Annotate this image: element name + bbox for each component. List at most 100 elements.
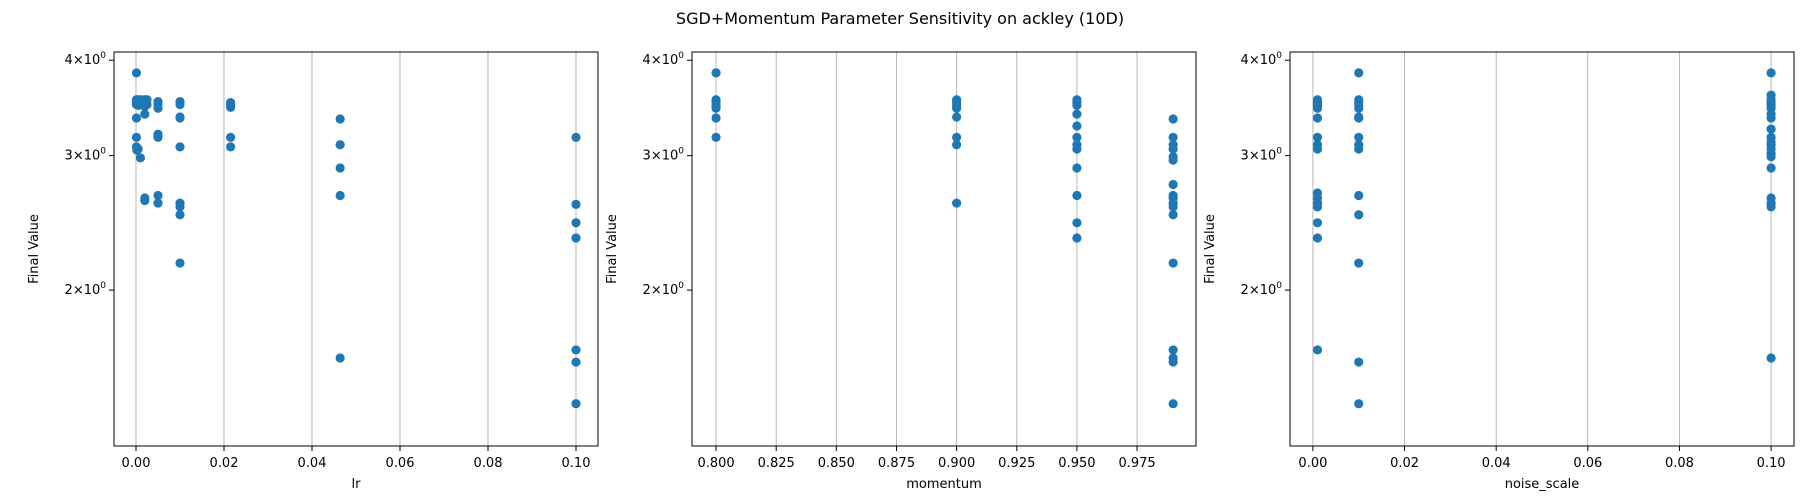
data-point xyxy=(335,353,345,363)
data-point xyxy=(1168,357,1178,367)
data-point xyxy=(335,140,345,150)
data-point xyxy=(142,99,152,110)
data-point xyxy=(335,163,345,173)
data-point xyxy=(335,114,345,124)
subplot-3: 0.00 0.02 0.04 0.06 0.08 0.10 2×100 3×100 4×100 n… xyxy=(1203,51,1795,492)
data-point xyxy=(1168,210,1178,220)
data-point xyxy=(1168,132,1178,142)
data-point xyxy=(571,218,581,228)
x-tick-label: 0.950 xyxy=(1058,456,1095,471)
data-point xyxy=(952,103,962,113)
data-point xyxy=(1168,155,1178,165)
data-point xyxy=(952,198,962,208)
x-tick-label: 0.900 xyxy=(938,456,975,471)
data-point xyxy=(1766,124,1776,134)
data-point xyxy=(1072,190,1082,201)
data-point xyxy=(131,132,142,142)
data-point xyxy=(1072,121,1082,131)
x-tick-label: 0.04 xyxy=(1482,456,1511,471)
data-point xyxy=(571,233,581,243)
axes-frame xyxy=(691,51,1197,447)
data-point xyxy=(226,132,236,142)
data-point xyxy=(1766,202,1776,212)
x-tick-label: 0.925 xyxy=(998,456,1035,471)
subplot-grid: 0.00 0.02 0.04 0.06 0.08 0.10 2×100 3×100 4×100 l… xyxy=(27,51,1795,492)
data-point xyxy=(1354,210,1364,220)
x-axis-label: noise_scale xyxy=(1505,477,1580,492)
data-point xyxy=(571,345,581,355)
data-point xyxy=(1072,218,1082,228)
data-point xyxy=(711,68,721,78)
data-point xyxy=(1354,68,1364,78)
axes-frame xyxy=(1289,51,1795,447)
y-tick-label: 4×100 xyxy=(643,51,685,68)
figure-title: SGD+Momentum Parameter Sensitivity on ac… xyxy=(676,9,1124,28)
data-point xyxy=(571,357,581,367)
data-point xyxy=(1072,109,1082,119)
data-point xyxy=(153,103,163,113)
y-tick-label: 4×100 xyxy=(65,51,107,68)
data-point xyxy=(1766,353,1776,363)
y-axis-label: Final Value xyxy=(1203,214,1218,284)
data-point xyxy=(711,132,721,142)
y-tick-label: 2×100 xyxy=(643,281,685,298)
data-point xyxy=(140,195,150,206)
subplot-2: 0.800 0.825 0.850 0.875 0.900 0.925 0.950 0.975… xyxy=(605,51,1197,492)
data-point xyxy=(1312,113,1323,123)
x-tick-label: 0.975 xyxy=(1118,456,1155,471)
x-tick-label: 0.06 xyxy=(386,456,415,471)
data-point xyxy=(1354,103,1364,113)
data-point xyxy=(1354,258,1364,268)
data-point xyxy=(175,142,185,152)
data-point xyxy=(952,140,962,150)
data-point xyxy=(1766,163,1776,173)
data-point xyxy=(175,258,185,268)
data-point xyxy=(1168,399,1178,409)
x-axis-label: lr xyxy=(352,477,362,492)
data-point xyxy=(1072,100,1082,111)
x-tick-label: 0.00 xyxy=(1298,456,1327,471)
data-point xyxy=(140,109,150,119)
data-point xyxy=(711,103,721,113)
x-tick-label: 0.04 xyxy=(298,456,327,471)
data-point xyxy=(1312,218,1323,228)
data-point xyxy=(335,190,345,201)
data-point xyxy=(1312,144,1323,154)
y-tick-label: 2×100 xyxy=(65,281,107,298)
data-point xyxy=(571,132,581,142)
data-point xyxy=(1072,132,1082,142)
x-tick-label: 0.00 xyxy=(122,456,151,471)
x-tick-label: 0.825 xyxy=(758,456,795,471)
x-tick-label: 0.10 xyxy=(562,456,591,471)
data-point xyxy=(1766,68,1776,78)
y-tick-label: 4×100 xyxy=(1241,51,1283,68)
subplot-1: 0.00 0.02 0.04 0.06 0.08 0.10 2×100 3×100 4×100 l… xyxy=(27,51,599,492)
x-tick-label: 0.06 xyxy=(1573,456,1602,471)
data-point xyxy=(1072,144,1082,154)
data-point xyxy=(1312,103,1323,113)
data-point xyxy=(1354,357,1364,367)
data-point xyxy=(1072,233,1082,243)
data-point xyxy=(153,190,163,201)
data-point xyxy=(571,199,581,209)
data-point xyxy=(1168,114,1178,124)
data-point xyxy=(1168,179,1178,190)
x-tick-label: 0.875 xyxy=(878,456,915,471)
data-point xyxy=(1354,113,1364,123)
data-point xyxy=(1168,202,1178,212)
x-tick-label: 0.08 xyxy=(1665,456,1694,471)
data-point xyxy=(952,132,962,142)
data-point xyxy=(1766,113,1776,123)
data-point xyxy=(1168,258,1178,268)
data-point xyxy=(153,132,163,142)
x-axis-label: momentum xyxy=(906,477,982,492)
data-point xyxy=(711,113,721,123)
data-point xyxy=(226,142,236,152)
data-point xyxy=(952,112,962,122)
data-point xyxy=(1312,132,1323,142)
x-tick-label: 0.800 xyxy=(697,456,734,471)
data-point xyxy=(1312,202,1323,212)
data-point xyxy=(1354,399,1364,409)
data-point xyxy=(1354,132,1364,142)
